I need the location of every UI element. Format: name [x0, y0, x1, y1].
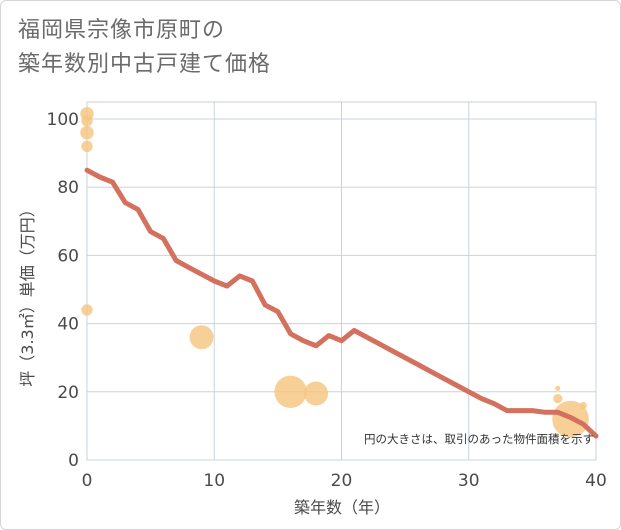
y-axis-label: 坪（3.3㎡）単価（万円）	[18, 201, 37, 386]
data-bubble	[81, 115, 93, 127]
y-tick-label: 60	[57, 246, 79, 266]
x-tick-label: 40	[585, 471, 607, 491]
grid	[86, 101, 597, 461]
chart-title-line-1: 福岡県宗像市原町の	[18, 18, 226, 43]
y-tick-label: 100	[47, 110, 79, 130]
x-tick-label: 10	[203, 471, 225, 491]
bubbles-layer	[80, 107, 589, 438]
data-bubble	[81, 304, 93, 316]
chart-title: 福岡県宗像市原町の 築年数別中古戸建て価格	[18, 14, 271, 82]
data-bubble	[274, 375, 307, 409]
x-axis-label: 築年数（年）	[294, 498, 390, 517]
x-tick-label: 20	[331, 471, 353, 491]
y-tick-label: 80	[57, 178, 79, 198]
data-bubble	[579, 401, 587, 410]
data-bubble	[553, 393, 563, 404]
data-bubble	[189, 325, 214, 350]
x-tick-label: 0	[82, 471, 93, 491]
data-bubble	[304, 381, 329, 406]
y-tick-label: 20	[57, 383, 79, 403]
y-tick-label: 40	[57, 315, 79, 335]
data-bubble	[81, 140, 93, 153]
tick-labels: 0 10 20 30 40 0 20 40 60 80 100	[47, 110, 607, 491]
data-bubble	[555, 385, 561, 391]
data-bubble	[80, 125, 94, 140]
x-tick-label: 30	[458, 471, 480, 491]
y-tick-label: 0	[68, 451, 79, 471]
chart-title-line-2: 築年数別中古戸建て価格	[18, 52, 272, 77]
size-annotation: 円の大きさは、取引のあった物件面積を示す	[364, 432, 594, 446]
trend-line	[84, 167, 599, 439]
